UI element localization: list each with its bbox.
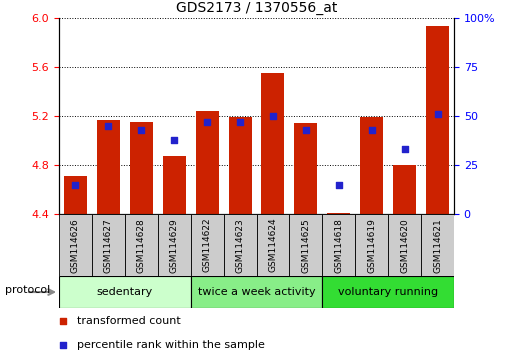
Title: GDS2173 / 1370556_at: GDS2173 / 1370556_at	[176, 1, 337, 15]
Point	[302, 127, 310, 132]
Point	[203, 119, 211, 125]
Point	[59, 342, 67, 348]
Bar	[355, 214, 388, 276]
Bar	[125, 214, 158, 276]
Text: transformed count: transformed count	[77, 316, 181, 326]
Bar	[322, 214, 355, 276]
Text: GSM114623: GSM114623	[235, 218, 245, 273]
Bar	[289, 214, 322, 276]
Text: GSM114625: GSM114625	[301, 218, 310, 273]
Point	[137, 127, 145, 132]
Bar	[421, 214, 454, 276]
Text: GSM114622: GSM114622	[203, 218, 212, 273]
Bar	[256, 214, 289, 276]
Point	[368, 127, 376, 132]
Bar	[322, 276, 454, 308]
Text: twice a week activity: twice a week activity	[198, 287, 315, 297]
Text: GSM114626: GSM114626	[71, 218, 80, 273]
Bar	[59, 276, 191, 308]
Text: protocol: protocol	[5, 285, 50, 295]
Bar	[59, 214, 92, 276]
Point	[170, 137, 179, 142]
Bar	[191, 214, 224, 276]
Point	[269, 113, 277, 119]
Bar	[262, 73, 285, 214]
Text: GSM114618: GSM114618	[334, 218, 343, 273]
Text: voluntary running: voluntary running	[338, 287, 438, 297]
Point	[236, 119, 244, 125]
Text: GSM114629: GSM114629	[170, 218, 179, 273]
Point	[59, 318, 67, 324]
Bar	[191, 276, 322, 308]
Bar	[195, 111, 219, 214]
Text: sedentary: sedentary	[97, 287, 153, 297]
Bar	[64, 176, 87, 214]
Bar	[388, 214, 421, 276]
Bar	[92, 214, 125, 276]
Bar	[97, 120, 120, 214]
Point	[401, 147, 409, 152]
Text: GSM114619: GSM114619	[367, 218, 376, 273]
Bar	[163, 156, 186, 214]
Text: GSM114621: GSM114621	[433, 218, 442, 273]
Point	[104, 123, 112, 129]
Text: GSM114627: GSM114627	[104, 218, 113, 273]
Bar	[130, 122, 153, 214]
Bar	[228, 117, 251, 214]
Bar	[393, 165, 416, 214]
Bar	[224, 214, 256, 276]
Point	[71, 182, 80, 188]
Text: GSM114620: GSM114620	[400, 218, 409, 273]
Bar	[327, 213, 350, 214]
Bar	[294, 123, 318, 214]
Text: percentile rank within the sample: percentile rank within the sample	[77, 340, 265, 350]
Bar	[360, 117, 383, 214]
Point	[334, 182, 343, 188]
Bar	[426, 26, 449, 214]
Point	[433, 111, 442, 117]
Text: GSM114628: GSM114628	[137, 218, 146, 273]
Bar	[158, 214, 191, 276]
Text: GSM114624: GSM114624	[268, 218, 278, 273]
